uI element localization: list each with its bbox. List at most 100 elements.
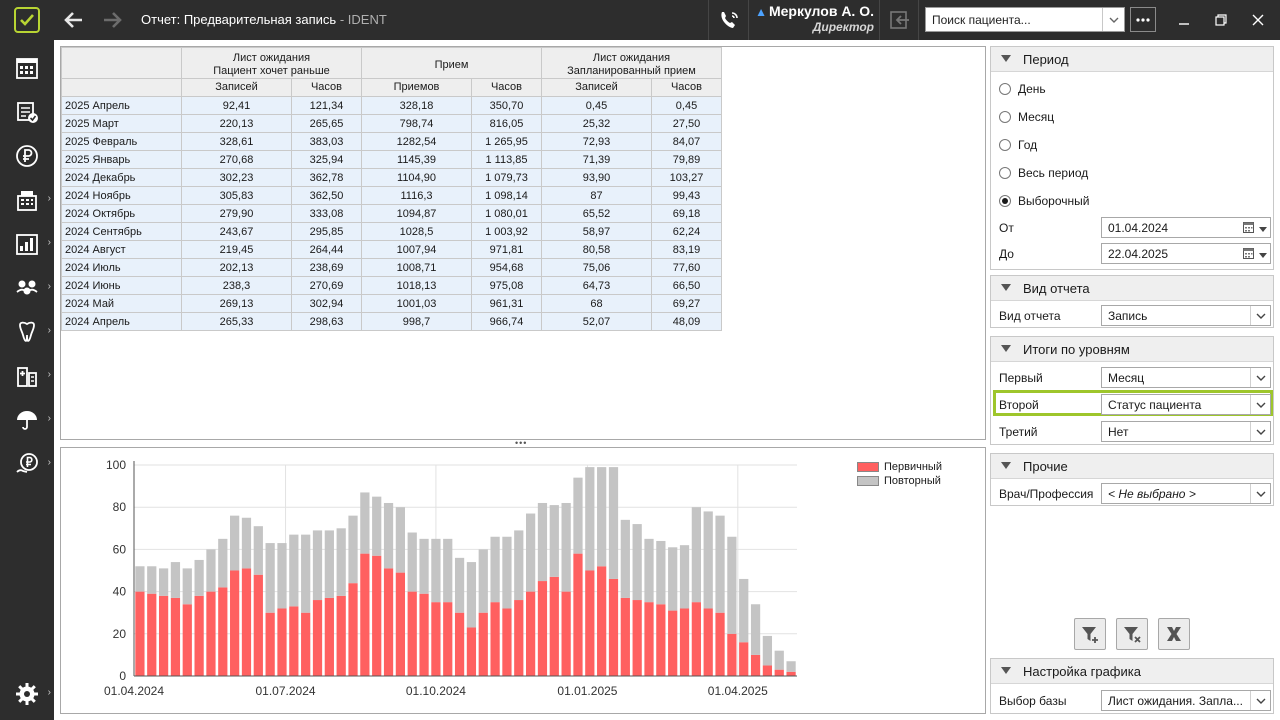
column-header[interactable]: Часов xyxy=(651,78,722,97)
panel-splitter[interactable]: ••• xyxy=(515,438,528,448)
doctor-select[interactable]: < Не выбрано > xyxy=(1101,483,1271,504)
bar-primary xyxy=(656,604,666,676)
legend-item: Первичный xyxy=(857,460,942,474)
table-row[interactable]: 2024 Июнь 238,3 270,69 1018,13 975,08 64,73 66… xyxy=(61,276,722,295)
period-option-custom[interactable]: Выборочный xyxy=(999,192,1089,210)
table-cell: 816,05 xyxy=(471,114,542,133)
period-group-header[interactable]: Период xyxy=(991,47,1273,72)
sidebar-item-dental[interactable]: › xyxy=(0,312,54,352)
sidebar-item-payments[interactable]: › xyxy=(0,444,54,484)
sidebar-item-reports[interactable]: › xyxy=(0,224,54,264)
table-row[interactable]: 2024 Сентябрь 243,67 295,85 1028,5 1 003,92 5… xyxy=(61,222,722,241)
table-cell: 295,85 xyxy=(291,222,362,241)
third-level-select[interactable]: Нет xyxy=(1101,421,1271,442)
forward-button[interactable] xyxy=(99,8,125,32)
export-excel-button[interactable] xyxy=(1158,618,1190,650)
bar-primary xyxy=(289,606,299,676)
bar-repeat xyxy=(514,530,524,601)
doctor-value: < Не выбрано > xyxy=(1108,487,1196,501)
bar-repeat xyxy=(668,547,678,611)
phone-button[interactable] xyxy=(716,8,742,32)
period-option-year[interactable]: Год xyxy=(999,136,1037,154)
sidebar-item-finance[interactable] xyxy=(0,136,54,176)
bar-repeat xyxy=(383,502,394,569)
apply-filter-button[interactable] xyxy=(1074,618,1106,650)
column-header[interactable]: Часов xyxy=(291,78,362,97)
table-row[interactable]: 2024 Май 269,13 302,94 1001,03 961,31 68 69,27 xyxy=(61,294,722,313)
period-option-all[interactable]: Весь период xyxy=(999,164,1088,182)
sidebar-item-documents[interactable] xyxy=(0,92,54,132)
period-option-month[interactable]: Месяц xyxy=(999,108,1054,126)
app-logo[interactable] xyxy=(0,0,54,40)
switch-user-button[interactable] xyxy=(887,9,913,31)
from-date-picker[interactable]: 01.04.2024 xyxy=(1101,217,1271,238)
table-cell: 27,50 xyxy=(651,114,722,133)
table-row[interactable]: 2024 Август 219,45 264,44 1007,94 971,81 80,5… xyxy=(61,240,722,259)
maximize-button[interactable] xyxy=(1209,8,1233,32)
first-level-select[interactable]: Месяц xyxy=(1101,367,1271,388)
sidebar-item-patients[interactable]: › xyxy=(0,268,54,308)
column-header[interactable]: Приемов xyxy=(361,78,472,97)
bar-repeat xyxy=(253,526,263,575)
table-row[interactable]: 2024 Ноябрь 305,83 362,50 1116,3 1 098,14 87 9… xyxy=(61,186,722,205)
second-level-select[interactable]: Статус пациента xyxy=(1101,394,1271,415)
radio-button[interactable] xyxy=(999,139,1011,151)
table-cell: 1 113,85 xyxy=(471,150,542,169)
bar-repeat xyxy=(312,530,323,601)
column-header[interactable]: Часов xyxy=(471,78,542,97)
bar-primary xyxy=(561,591,571,676)
group-header[interactable]: Лист ожидания Запланированный прием xyxy=(541,47,722,79)
period-option-day[interactable]: День xyxy=(999,80,1046,98)
base-select[interactable]: Лист ожидания. Запла... xyxy=(1101,690,1271,711)
levels-group-header[interactable]: Итоги по уровням xyxy=(991,337,1273,362)
column-header[interactable]: Записей xyxy=(181,78,292,97)
other-group-header[interactable]: Прочие xyxy=(991,454,1273,479)
group-header[interactable]: Лист ожидания Пациент хочет раньше xyxy=(181,47,362,79)
table-row[interactable]: 2024 Декабрь 302,23 362,78 1104,90 1 079,73 9… xyxy=(61,168,722,187)
sidebar-item-cashbox[interactable]: › xyxy=(0,180,54,220)
bar-primary xyxy=(265,612,275,676)
group-header[interactable]: Прием xyxy=(361,47,542,79)
more-button[interactable] xyxy=(1130,7,1156,32)
report-type-group-header[interactable]: Вид отчета xyxy=(991,276,1273,301)
chart-settings-group-header[interactable]: Настройка графика xyxy=(991,659,1273,684)
table-cell: 362,78 xyxy=(291,168,362,187)
table-row[interactable]: 2024 Апрель 265,33 298,63 998,7 966,74 52,07 4… xyxy=(61,312,722,331)
minimize-button[interactable] xyxy=(1172,8,1196,32)
bar-repeat xyxy=(230,515,240,571)
clear-filter-button[interactable] xyxy=(1116,618,1148,650)
radio-button-selected[interactable] xyxy=(999,195,1011,207)
user-info[interactable]: ▲ Меркулов А. О. Директор xyxy=(752,3,874,34)
collapse-triangle-icon xyxy=(1001,345,1011,352)
sidebar-item-settings[interactable]: › xyxy=(0,674,54,714)
bar-primary xyxy=(762,665,773,676)
table-row[interactable]: 2025 Февраль 328,61 383,03 1282,54 1 265,95 7… xyxy=(61,132,722,151)
patient-search[interactable] xyxy=(925,7,1125,32)
table-row[interactable]: 2025 Январь 270,68 325,94 1145,39 1 113,85 71… xyxy=(61,150,722,169)
sidebar-item-clinic[interactable]: › xyxy=(0,356,54,396)
to-date-picker[interactable]: 22.04.2025 xyxy=(1101,243,1271,264)
table-row[interactable]: 2024 Октябрь 279,90 333,08 1094,87 1 080,01 6… xyxy=(61,204,722,223)
arrow-left-icon xyxy=(64,12,82,28)
radio-button[interactable] xyxy=(999,83,1011,95)
table-row[interactable]: 2025 Апрель 92,41 121,34 328,18 350,70 0,45 0,… xyxy=(61,96,722,115)
radio-button[interactable] xyxy=(999,111,1011,123)
close-button[interactable] xyxy=(1246,8,1270,32)
search-dropdown-button[interactable] xyxy=(1102,8,1124,31)
bar-repeat xyxy=(561,502,571,592)
bar-repeat xyxy=(206,549,216,592)
bar-repeat xyxy=(597,467,607,567)
column-header[interactable]: Записей xyxy=(541,78,652,97)
sidebar-item-schedule[interactable] xyxy=(0,48,54,88)
patient-search-input[interactable] xyxy=(926,8,1102,31)
row-label: 2024 Август xyxy=(61,240,182,259)
group-title: Итоги по уровням xyxy=(1023,342,1130,357)
table-cell: 69,27 xyxy=(651,294,722,313)
back-button[interactable] xyxy=(61,8,87,32)
radio-button[interactable] xyxy=(999,167,1011,179)
table-row[interactable]: 2025 Март 220,13 265,65 798,74 816,05 25,32 27… xyxy=(61,114,722,133)
sidebar-item-insurance[interactable]: › xyxy=(0,400,54,440)
report-type-select[interactable]: Запись xyxy=(1101,305,1271,326)
table-row[interactable]: 2024 Июль 202,13 238,69 1008,71 954,68 75,06 7… xyxy=(61,258,722,277)
table-cell: 350,70 xyxy=(471,96,542,115)
